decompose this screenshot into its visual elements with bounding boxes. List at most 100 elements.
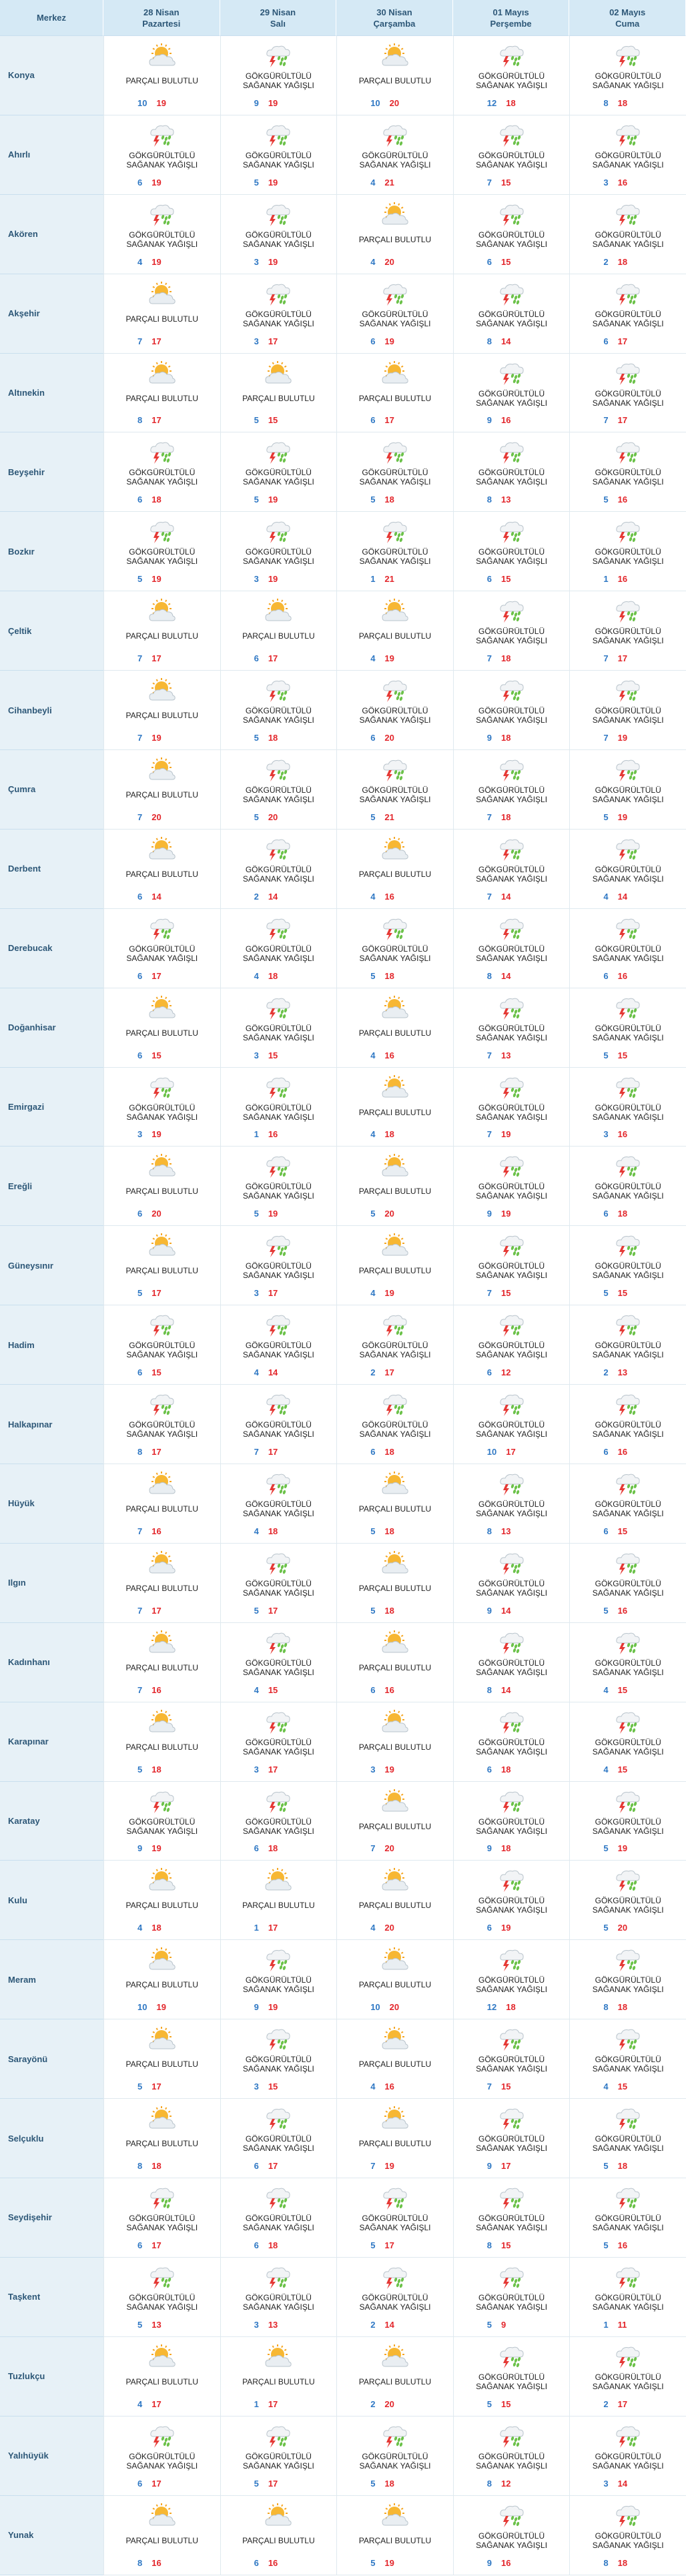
- min-temp: 8: [137, 1447, 143, 1458]
- partly-cloudy-icon: [382, 1550, 408, 1574]
- condition: GÖKGÜRÜLTÜLÜ SAĞANAK YAĞIŞLI: [359, 1420, 431, 1439]
- forecast-cell: GÖKGÜRÜLTÜLÜ SAĞANAK YAĞIŞLI 7 15: [452, 1226, 570, 1306]
- max-temp: 19: [151, 1843, 161, 1854]
- temperatures: 7 17: [603, 415, 627, 425]
- condition: PARÇALI BULUTLU: [358, 1980, 432, 1990]
- condition: PARÇALI BULUTLU: [358, 1187, 432, 1197]
- condition: PARÇALI BULUTLU: [358, 1107, 432, 1117]
- temperatures: 4 14: [603, 892, 627, 902]
- temperatures: 7 14: [487, 892, 511, 902]
- max-temp: 18: [268, 2240, 278, 2250]
- temperatures: 5 19: [254, 178, 278, 188]
- temperatures: 5 18: [254, 733, 278, 743]
- thunderstorm-icon: [499, 680, 524, 703]
- max-temp: 18: [617, 256, 628, 267]
- condition: GÖKGÜRÜLTÜLÜ SAĞANAK YAĞIŞLI: [126, 1341, 198, 1360]
- temperatures: 5 15: [603, 1288, 627, 1298]
- temperatures: 5 15: [254, 415, 278, 425]
- condition: GÖKGÜRÜLTÜLÜ SAĞANAK YAĞIŞLI: [592, 468, 664, 487]
- condition: PARÇALI BULUTLU: [242, 631, 315, 641]
- forecast-cell: PARÇALI BULUTLU 5 15: [220, 353, 337, 433]
- thunderstorm-icon: [499, 2426, 524, 2448]
- temperatures: 4 17: [137, 2399, 161, 2409]
- max-temp: 19: [151, 733, 161, 743]
- condition: GÖKGÜRÜLTÜLÜ SAĞANAK YAĞIŞLI: [242, 2055, 314, 2074]
- city-name: Yunak: [0, 2495, 103, 2575]
- forecast-cell: PARÇALI BULUTLU 7 20: [336, 1781, 453, 1861]
- temperatures: 6 16: [603, 1447, 627, 1457]
- max-temp: 15: [268, 415, 278, 426]
- thunderstorm-icon: [499, 759, 524, 782]
- temperatures: 8 14: [487, 971, 511, 981]
- header-date: 29 Nisan: [260, 7, 296, 17]
- temperatures: 4 18: [254, 1526, 278, 1536]
- min-temp: 4: [370, 177, 376, 188]
- city-name: Beyşehir: [0, 432, 103, 513]
- min-temp: 7: [486, 891, 492, 902]
- temperatures: 2 18: [603, 257, 627, 267]
- temperatures: 3 17: [254, 1764, 278, 1775]
- max-temp: 20: [384, 2398, 394, 2409]
- city-name: Çeltik: [0, 591, 103, 671]
- forecast-cell: PARÇALI BULUTLU 2 20: [336, 2336, 453, 2417]
- temperatures: 8 17: [137, 1447, 161, 1457]
- forecast-cell: GÖKGÜRÜLTÜLÜ SAĞANAK YAĞIŞLI 6 17: [103, 2416, 220, 2496]
- min-temp: 5: [254, 733, 259, 743]
- condition: GÖKGÜRÜLTÜLÜ SAĞANAK YAĞIŞLI: [592, 1975, 664, 1995]
- condition: PARÇALI BULUTLU: [358, 2535, 432, 2545]
- max-temp: 17: [268, 2398, 278, 2409]
- temperatures: 6 18: [254, 1843, 278, 1853]
- condition: GÖKGÜRÜLTÜLÜ SAĞANAK YAĞIŞLI: [476, 864, 548, 884]
- min-temp: 6: [603, 1526, 609, 1536]
- thunderstorm-icon: [616, 1315, 640, 1337]
- min-temp: 6: [137, 2478, 143, 2489]
- temperatures: 6 17: [370, 415, 394, 425]
- min-temp: 6: [603, 1209, 609, 1219]
- temperatures: 4 18: [137, 1923, 161, 1933]
- max-temp: 17: [151, 1288, 161, 1299]
- forecast-cell: GÖKGÜRÜLTÜLÜ SAĞANAK YAĞIŞLI 6 18: [220, 2178, 337, 2258]
- thunderstorm-icon: [266, 1950, 291, 1972]
- thunderstorm-icon: [266, 680, 291, 703]
- condition: GÖKGÜRÜLTÜLÜ SAĞANAK YAĞIŞLI: [476, 1817, 548, 1836]
- forecast-cell: PARÇALI BULUTLU 6 16: [336, 1622, 453, 1702]
- min-temp: 4: [254, 1367, 259, 1378]
- forecast-cell: GÖKGÜRÜLTÜLÜ SAĞANAK YAĞIŞLI 6 16: [569, 1385, 686, 1465]
- max-temp: 13: [501, 1050, 511, 1060]
- condition: GÖKGÜRÜLTÜLÜ SAĞANAK YAĞIŞLI: [476, 1737, 548, 1756]
- min-temp: 9: [486, 1605, 492, 1616]
- min-temp: 3: [254, 1288, 259, 1299]
- condition: GÖKGÜRÜLTÜLÜ SAĞANAK YAĞIŞLI: [592, 1896, 664, 1915]
- condition: PARÇALI BULUTLU: [125, 393, 199, 403]
- max-temp: 16: [617, 495, 628, 505]
- partly-cloudy-icon: [149, 1947, 176, 1970]
- max-temp: 13: [151, 2319, 161, 2330]
- forecast-cell: GÖKGÜRÜLTÜLÜ SAĞANAK YAĞIŞLI 3 17: [220, 1702, 337, 1782]
- min-temp: 6: [137, 1367, 143, 1378]
- min-temp: 7: [137, 812, 143, 822]
- condition: GÖKGÜRÜLTÜLÜ SAĞANAK YAĞIŞLI: [242, 1023, 314, 1042]
- min-temp: 6: [137, 495, 143, 505]
- min-temp: 9: [137, 1843, 143, 1854]
- condition: GÖKGÜRÜLTÜLÜ SAĞANAK YAĞIŞLI: [242, 1817, 314, 1836]
- forecast-cell: GÖKGÜRÜLTÜLÜ SAĞANAK YAĞIŞLI 5 19: [103, 512, 220, 592]
- min-temp: 6: [137, 891, 143, 902]
- thunderstorm-icon: [266, 1553, 291, 1575]
- temperatures: 5 18: [370, 1526, 394, 1536]
- min-temp: 9: [486, 1209, 492, 1219]
- temperatures: 6 17: [254, 2161, 278, 2171]
- thunderstorm-icon: [383, 284, 407, 306]
- max-temp: 20: [384, 256, 394, 267]
- condition: GÖKGÜRÜLTÜLÜ SAĞANAK YAĞIŞLI: [592, 2372, 664, 2391]
- condition: PARÇALI BULUTLU: [358, 631, 432, 641]
- condition: PARÇALI BULUTLU: [125, 2376, 199, 2386]
- max-temp: 19: [384, 1288, 394, 1299]
- thunderstorm-icon: [616, 1474, 640, 1496]
- condition: GÖKGÜRÜLTÜLÜ SAĞANAK YAĞIŞLI: [476, 150, 548, 170]
- temperatures: 9 18: [487, 733, 511, 743]
- temperatures: 10 19: [137, 98, 166, 108]
- temperatures: 8 18: [603, 98, 627, 108]
- min-temp: 5: [254, 1605, 259, 1616]
- min-temp: 4: [137, 2398, 143, 2409]
- condition: GÖKGÜRÜLTÜLÜ SAĞANAK YAĞIŞLI: [592, 785, 664, 805]
